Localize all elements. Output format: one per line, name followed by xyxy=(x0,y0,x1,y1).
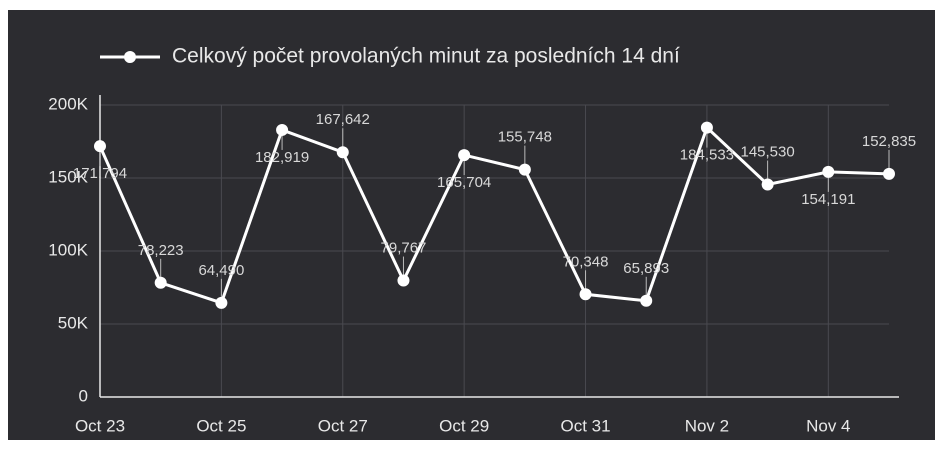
point xyxy=(458,149,471,162)
x-tick-label: Oct 23 xyxy=(75,416,125,435)
point xyxy=(700,121,713,134)
point xyxy=(336,146,349,159)
x-tick-label: Nov 2 xyxy=(685,416,729,435)
data-label: 152,835 xyxy=(862,133,916,150)
point xyxy=(579,288,592,301)
legend-marker xyxy=(124,51,136,63)
point xyxy=(215,296,228,309)
x-tick-label: Oct 31 xyxy=(560,416,610,435)
x-tick-label: Oct 27 xyxy=(318,416,368,435)
data-label: 155,748 xyxy=(498,129,552,146)
point xyxy=(518,163,531,176)
data-label: 165,704 xyxy=(437,174,491,191)
x-tick-label: Oct 25 xyxy=(196,416,246,435)
point xyxy=(154,276,167,289)
point xyxy=(94,140,106,153)
panel xyxy=(8,10,935,440)
x-tick-label: Nov 4 xyxy=(806,416,850,435)
legend-label: Celkový počet provolaných minut za posle… xyxy=(172,45,680,68)
point xyxy=(276,123,289,136)
data-label: 70,348 xyxy=(563,253,609,270)
data-label: 171,794 xyxy=(73,165,127,182)
data-label: 154,191 xyxy=(801,191,855,208)
y-tick-label: 100K xyxy=(48,240,88,259)
data-label: 78,223 xyxy=(138,242,184,259)
x-tick-label: Oct 29 xyxy=(439,416,489,435)
data-label: 145,530 xyxy=(740,143,794,160)
y-tick-label: 200K xyxy=(48,94,88,113)
y-tick-label: 0 xyxy=(79,386,88,405)
point xyxy=(640,294,653,307)
series-line xyxy=(98,124,890,305)
point xyxy=(822,165,835,178)
data-label: 182,919 xyxy=(255,149,309,166)
point xyxy=(761,178,774,191)
data-label: 167,642 xyxy=(316,111,370,128)
y-tick-label: 50K xyxy=(58,313,89,332)
data-label: 64,490 xyxy=(198,262,244,279)
point xyxy=(397,274,410,287)
point xyxy=(883,167,895,180)
data-label: 184,533 xyxy=(680,147,734,164)
data-label: 79,767 xyxy=(381,240,427,257)
y-tick-label: 150K xyxy=(48,167,88,186)
data-label: 65,893 xyxy=(623,260,669,277)
